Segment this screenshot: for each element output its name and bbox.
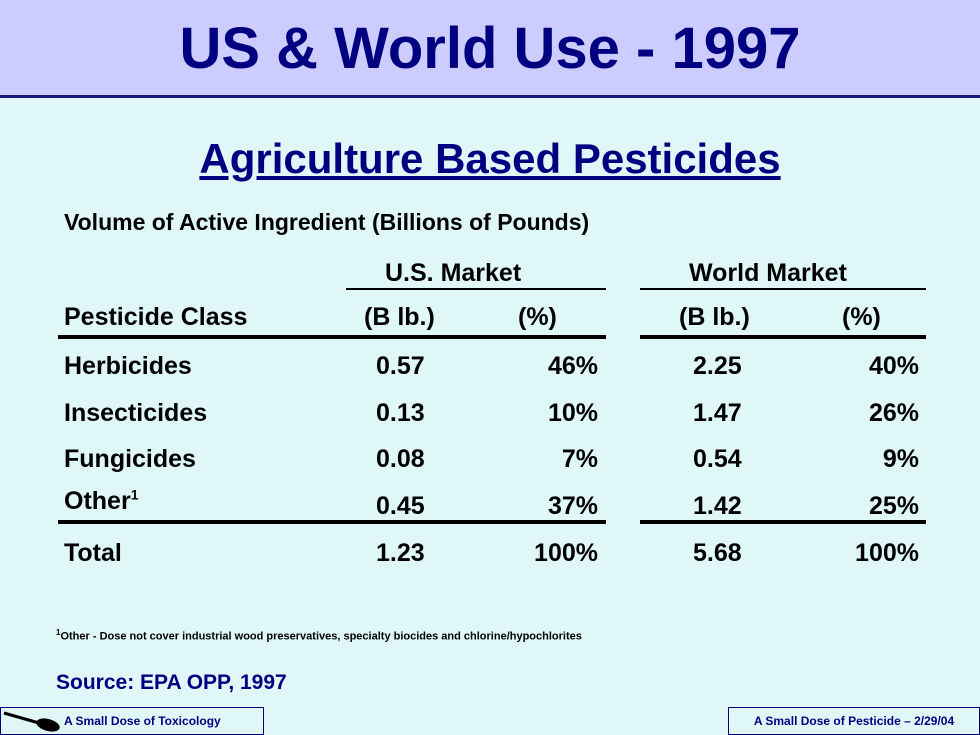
world-market-header: World Market: [689, 259, 847, 287]
spoon-icon: [3, 711, 60, 732]
us-market-header: U.S. Market: [385, 259, 522, 287]
cell-herbicides-world-pct: 40%: [868, 352, 919, 380]
cell-herbicides-us-lb: 0.57: [376, 352, 425, 380]
footer-left-badge: A Small Dose of Toxicology: [0, 707, 264, 735]
total-rule-us: [58, 520, 606, 524]
cell-other-world-lb: 1.42: [693, 492, 742, 520]
cell-herbicides-us-pct: 46%: [547, 352, 598, 380]
footer-left-text: A Small Dose of Toxicology: [64, 714, 221, 728]
cell-total-us-lb: 1.23: [376, 539, 425, 567]
cell-total-us-pct: 100%: [534, 539, 598, 567]
total-rule-world: [640, 520, 926, 524]
slide-subtitle: Agriculture Based Pesticides: [199, 135, 781, 182]
row-label-herbicides: Herbicides: [64, 352, 192, 380]
row-label-insecticides: Insecticides: [64, 399, 208, 427]
row-label-fungicides: Fungicides: [64, 445, 196, 473]
row-label-total: Total: [64, 539, 122, 567]
header-rule-world: [640, 335, 926, 339]
footnote: 1Other - Dose not cover industrial wood …: [56, 625, 582, 645]
cell-insecticides-us-lb: 0.13: [376, 399, 425, 427]
cell-insecticides-world-lb: 1.47: [693, 399, 742, 427]
cell-other-world-pct: 25%: [868, 492, 919, 520]
column-header-class: Pesticide Class: [64, 303, 248, 331]
cell-fungicides-world-pct: 9%: [882, 445, 919, 473]
cell-fungicides-us-pct: 7%: [561, 445, 598, 473]
cell-insecticides-world-pct: 26%: [868, 399, 919, 427]
cell-other-us-pct: 37%: [547, 492, 598, 520]
footnote-mark: 1: [56, 628, 61, 637]
row-label-other: Other1: [64, 486, 139, 515]
cell-fungicides-world-lb: 0.54: [693, 445, 742, 473]
cell-total-world-pct: 100%: [855, 539, 919, 567]
footer-right-text: A Small Dose of Pesticide – 2/29/04: [753, 714, 955, 728]
source-citation: Source: EPA OPP, 1997: [56, 671, 287, 694]
column-header-world-lb: (B lb.): [679, 303, 750, 331]
cell-total-world-lb: 5.68: [693, 539, 742, 567]
column-header-world-pct: (%): [842, 303, 881, 331]
column-header-us-pct: (%): [518, 303, 557, 331]
title-banner: [0, 0, 980, 98]
header-rule-us: [58, 335, 606, 339]
footer-right-badge: A Small Dose of Pesticide – 2/29/04: [728, 707, 980, 735]
cell-other-us-lb: 0.45: [376, 492, 425, 520]
cell-herbicides-world-lb: 2.25: [693, 352, 742, 380]
column-header-us-lb: (B lb.): [364, 303, 435, 331]
footnote-text: Other - Dose not cover industrial wood p…: [60, 630, 582, 643]
footnote-marker: 1: [130, 486, 139, 503]
us-market-underline: [346, 288, 606, 290]
cell-insecticides-us-pct: 10%: [547, 399, 598, 427]
world-market-underline: [640, 288, 926, 290]
cell-fungicides-us-lb: 0.08: [376, 445, 425, 473]
page-title: US & World Use - 1997: [179, 16, 801, 81]
table-caption: Volume of Active Ingredient (Billions of…: [64, 209, 590, 235]
